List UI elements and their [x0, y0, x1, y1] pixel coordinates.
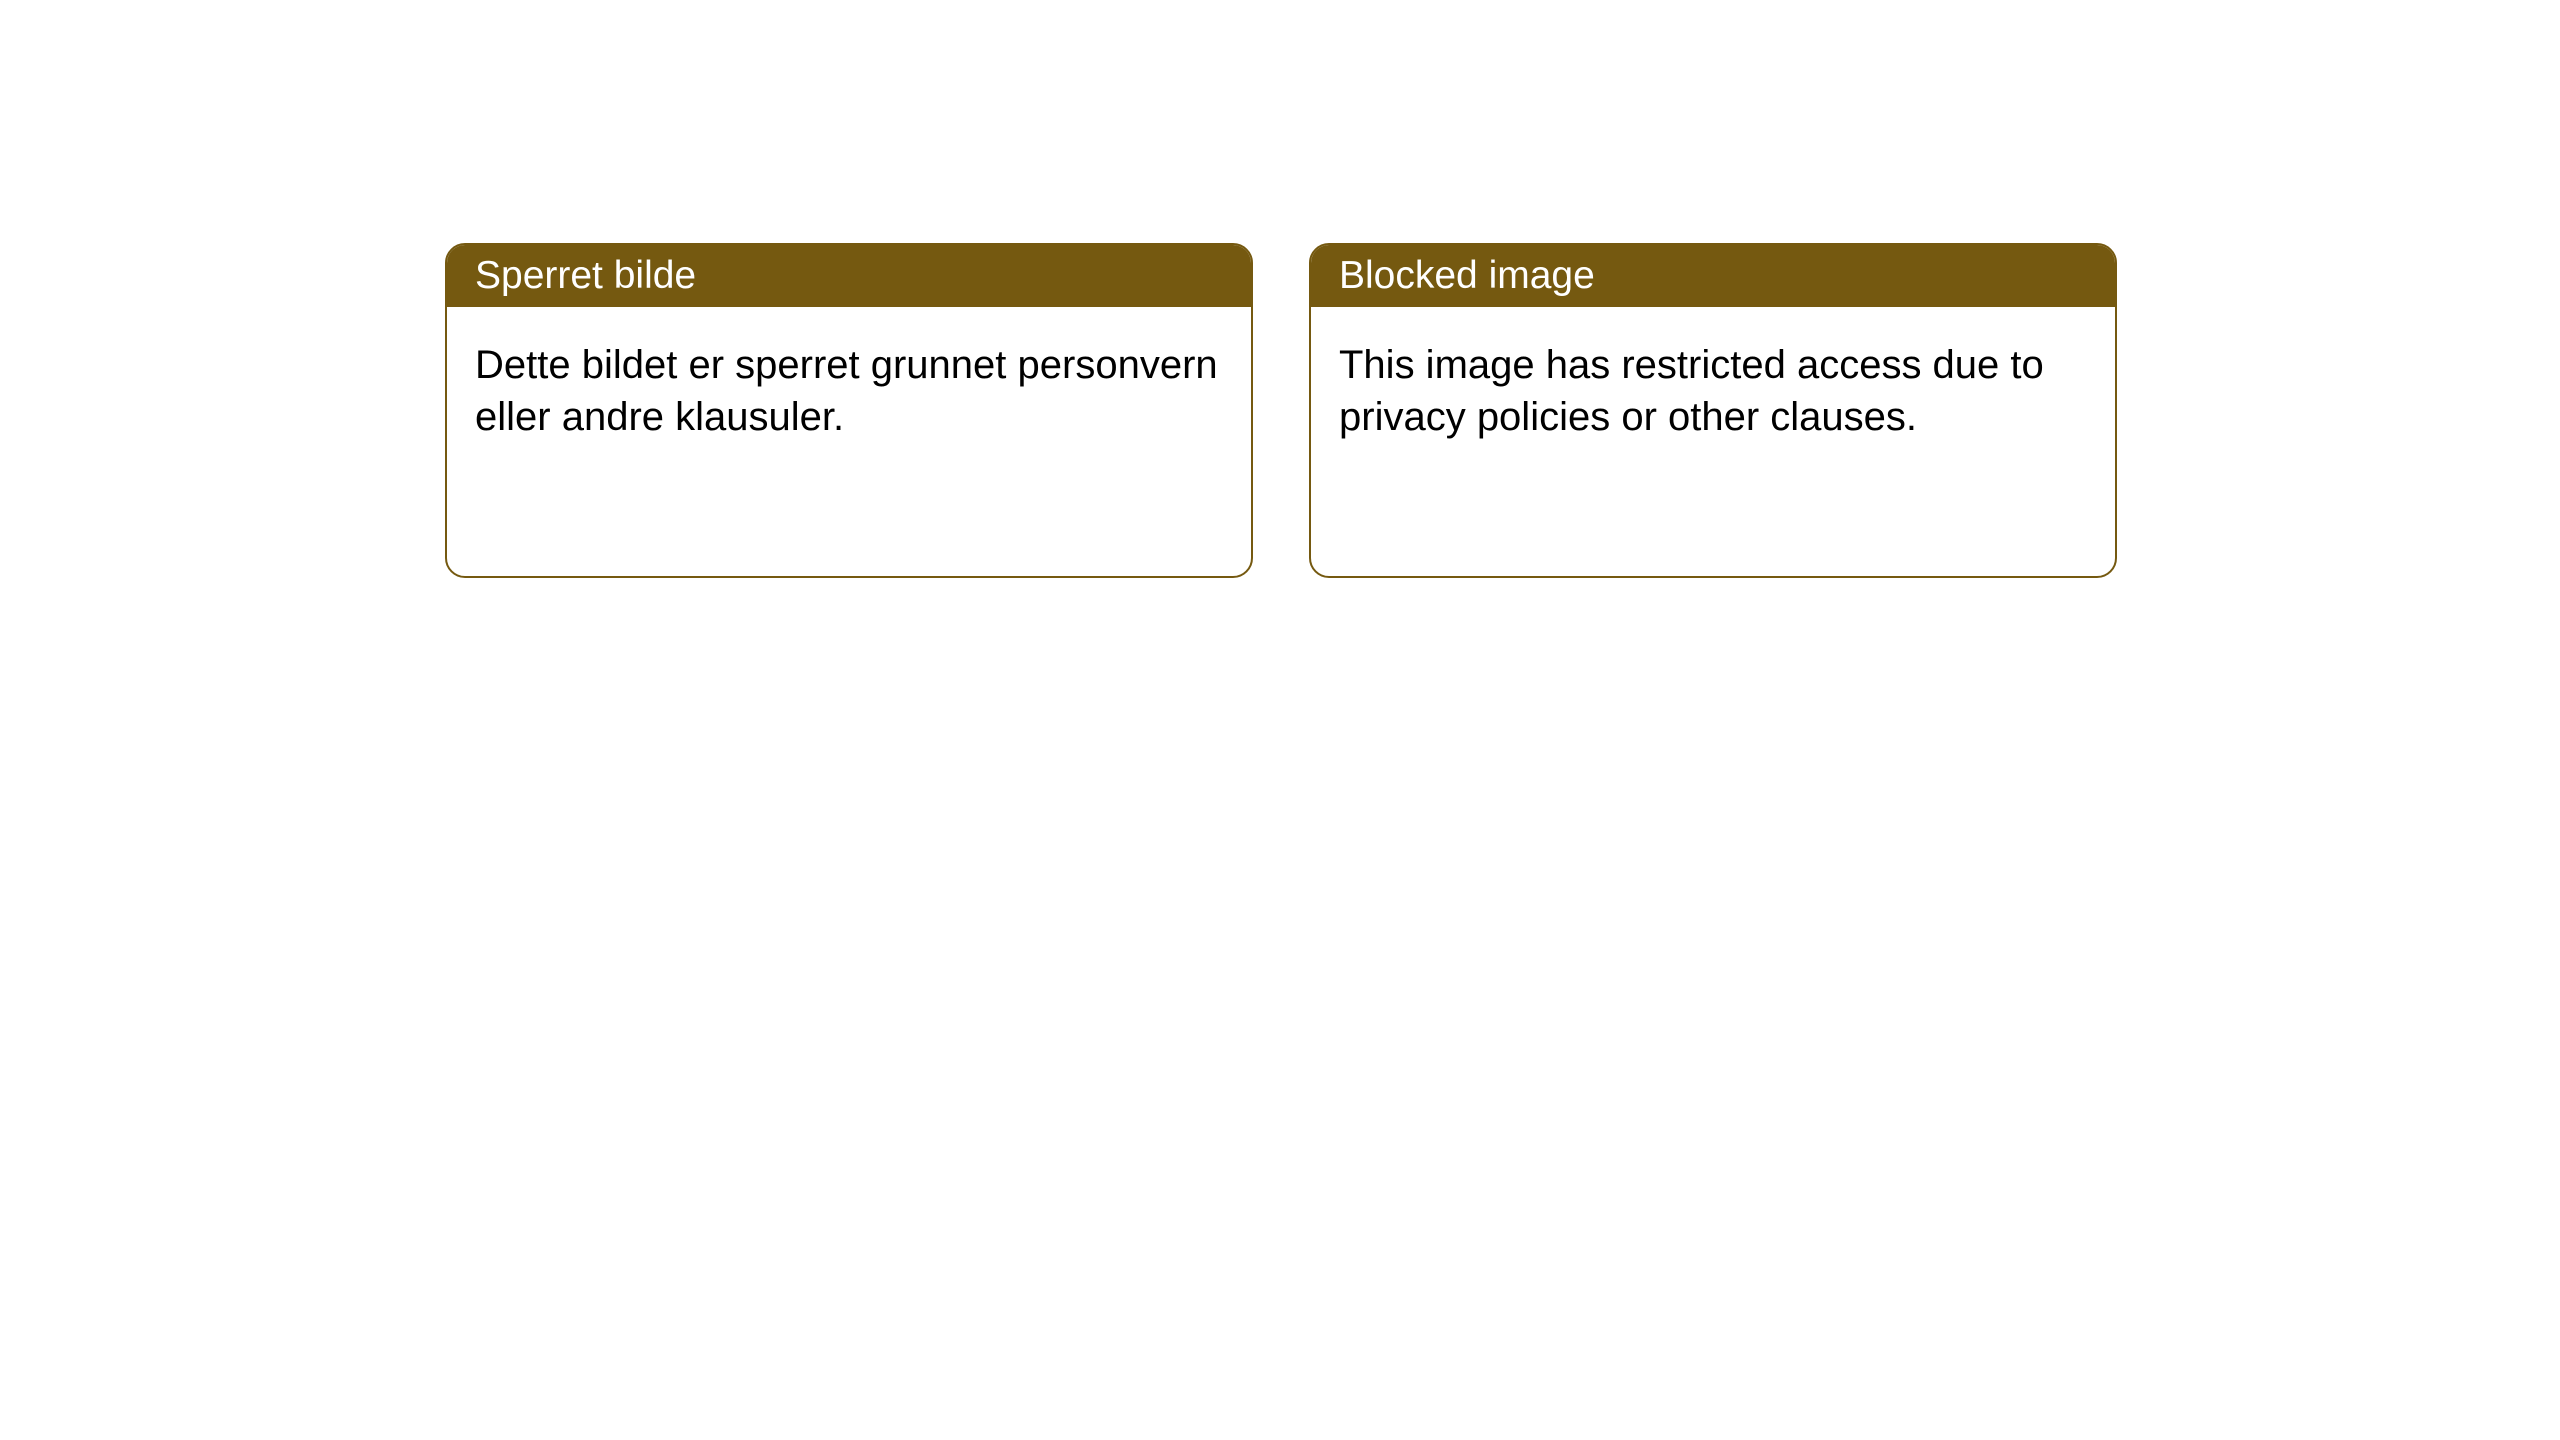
card-header-english: Blocked image	[1311, 245, 2115, 307]
card-body-english: This image has restricted access due to …	[1311, 307, 2115, 475]
card-header-norwegian: Sperret bilde	[447, 245, 1251, 307]
blocked-image-card-norwegian: Sperret bilde Dette bildet er sperret gr…	[445, 243, 1253, 578]
card-body-norwegian: Dette bildet er sperret grunnet personve…	[447, 307, 1251, 475]
notice-container: Sperret bilde Dette bildet er sperret gr…	[445, 243, 2117, 578]
blocked-image-card-english: Blocked image This image has restricted …	[1309, 243, 2117, 578]
